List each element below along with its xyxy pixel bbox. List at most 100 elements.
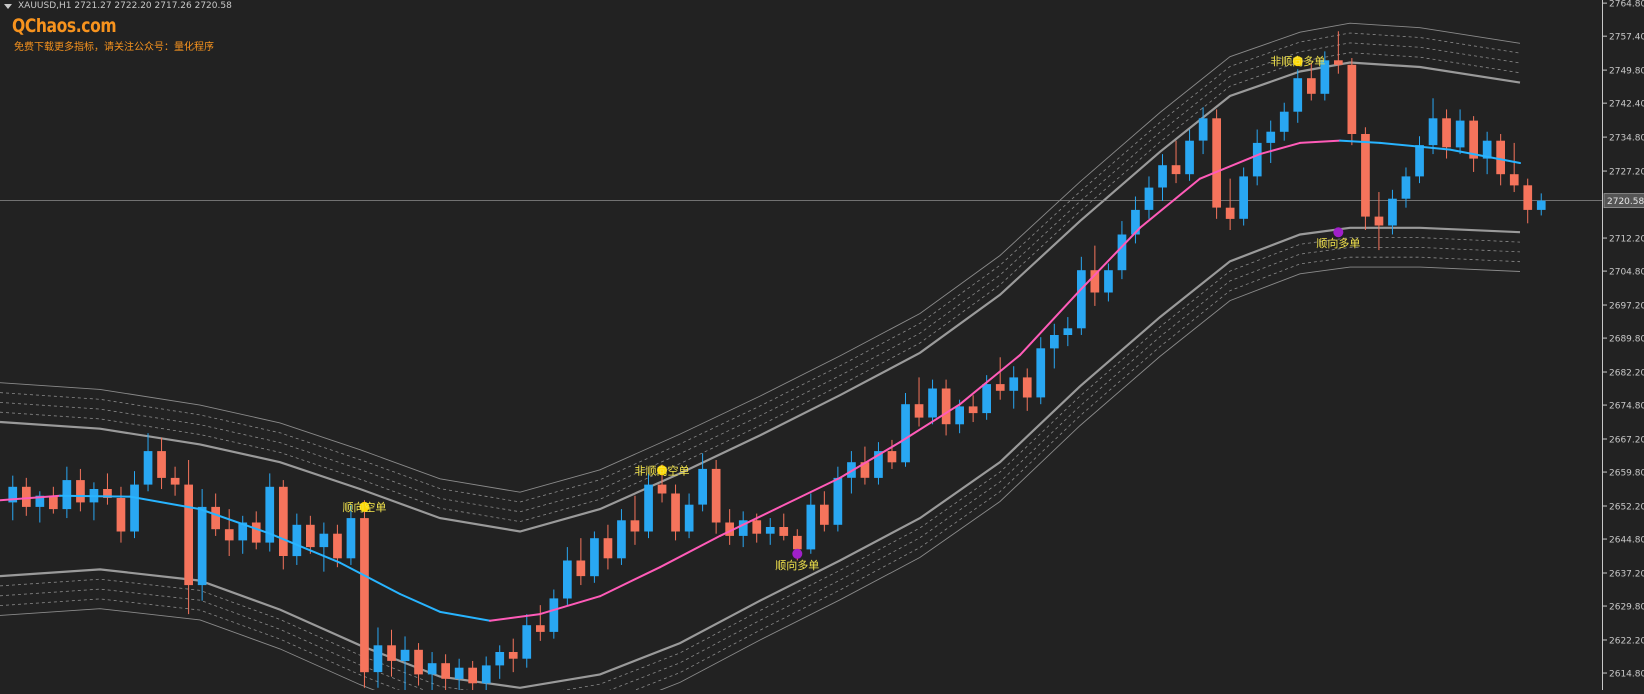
candle-body	[1050, 335, 1059, 349]
candle-body	[387, 645, 396, 661]
candle-body	[197, 506, 207, 586]
candle-body	[820, 504, 829, 525]
current-price-label: 2720.58	[1607, 197, 1644, 207]
moving-average-segment	[1079, 226, 1141, 292]
candle-body	[1104, 270, 1113, 293]
moving-average-segment	[399, 592, 441, 613]
candle-body	[1523, 185, 1533, 210]
candle-body	[211, 506, 220, 530]
price-axis-canvas: 2764.80 2757.40 2749.80 2742.40 2734.80 2727.…	[1603, 0, 1644, 680]
candle-body	[1185, 140, 1194, 175]
candle-body	[238, 522, 248, 541]
moving-average-segment	[1379, 141, 1451, 151]
candle-body	[279, 486, 288, 556]
candle-body	[1442, 118, 1451, 148]
price-axis[interactable]: 2764.80 2757.40 2749.80 2742.40 2734.80 2727.…	[1602, 0, 1644, 690]
candle-body	[157, 451, 166, 478]
candle-body	[1374, 216, 1384, 226]
candle-body	[454, 667, 464, 679]
candle-body	[536, 625, 545, 632]
moving-average-segment	[539, 595, 601, 616]
candle-body	[928, 388, 937, 418]
candle-body	[292, 524, 302, 557]
price-tick-label: 2637.20	[1609, 569, 1644, 579]
moving-average-segment	[599, 566, 661, 598]
candle-body	[793, 535, 802, 550]
candle-body	[1469, 120, 1478, 159]
candle-body	[1266, 131, 1276, 143]
candle-body	[373, 645, 383, 673]
candle-body	[1036, 348, 1046, 398]
moving-average-segment	[1199, 153, 1261, 180]
candle-body	[968, 406, 978, 414]
candle-body	[1320, 60, 1330, 94]
candle-body	[1171, 165, 1181, 175]
symbol-ohlc-text: XAUUSD,H1 2721.27 2722.20 2717.26 2720.5…	[18, 1, 232, 11]
candle-body	[508, 652, 518, 659]
candle-body	[522, 625, 532, 659]
candle-body	[1307, 78, 1316, 94]
price-tick-label: 2682.20	[1609, 369, 1644, 379]
candle-body	[725, 522, 734, 536]
signal-label: 顺向多单	[1316, 236, 1360, 250]
candle-body	[1212, 118, 1221, 208]
candle-body	[1509, 174, 1519, 186]
candle-body	[143, 451, 153, 485]
chart-header: XAUUSD,H1 2721.27 2722.20 2717.26 2720.5…	[4, 0, 232, 53]
moving-average-segment	[839, 441, 901, 479]
moving-average-segment	[779, 476, 841, 508]
moving-average-segment	[439, 610, 491, 622]
signal-label: 顺向多单	[775, 558, 819, 572]
collapse-triangle-icon[interactable]	[4, 3, 12, 9]
candle-body	[103, 489, 112, 498]
current-price-tag	[1603, 193, 1644, 209]
candle-body	[914, 404, 924, 418]
candle-body	[657, 484, 667, 494]
candle-body	[738, 520, 748, 536]
candle-body	[765, 527, 775, 534]
candle-body	[1131, 209, 1140, 235]
moving-average-segment	[1299, 139, 1341, 144]
price-tick-label: 2757.40	[1609, 33, 1644, 43]
signal-marker-icon	[1333, 227, 1344, 238]
candle-body	[752, 520, 762, 534]
candle-body	[224, 529, 234, 541]
price-tick-label: 2659.80	[1609, 469, 1644, 479]
price-tick-label: 2667.20	[1609, 436, 1644, 446]
candle-body	[414, 649, 423, 675]
candle-body	[698, 468, 707, 505]
candle-body	[1117, 234, 1127, 271]
candle-body	[860, 462, 870, 478]
promo-text: 免费下载更多指标，请关注公众号：量化程序	[14, 42, 214, 53]
candle-body	[887, 451, 897, 463]
signal-label: 非顺向空单	[635, 463, 690, 477]
moving-average-segment	[1139, 177, 1201, 229]
moving-average-segment	[59, 494, 131, 498]
candle-body	[982, 384, 991, 414]
price-chart[interactable]: 顺向空单 非顺向空单 顺向多单 非顺向多单 顺向多单	[0, 0, 1602, 694]
candle-body	[1482, 140, 1492, 159]
candle-body	[360, 518, 369, 673]
candle-body	[590, 538, 599, 577]
signal-marker-icon	[792, 548, 803, 559]
candle-body	[1239, 176, 1248, 219]
candle-body	[481, 665, 491, 684]
price-tick-label: 2764.80	[1609, 0, 1644, 10]
candle-body	[184, 484, 193, 586]
candle-body	[1158, 165, 1167, 188]
candle-body	[874, 451, 883, 478]
moving-average-segment	[1259, 141, 1301, 156]
moving-average-segment	[659, 534, 721, 569]
signal-marker-icon	[359, 501, 370, 512]
candle-body	[427, 663, 437, 675]
candle-body	[333, 533, 342, 559]
candle-body	[1077, 270, 1086, 329]
candle-body	[576, 560, 586, 577]
candle-body	[1009, 377, 1019, 391]
candle-body	[603, 538, 613, 559]
band-upper-outer	[0, 22, 1521, 493]
candle-body	[1428, 118, 1438, 146]
candle-body	[1279, 111, 1289, 132]
band-lower-dashed-2	[0, 247, 1521, 694]
